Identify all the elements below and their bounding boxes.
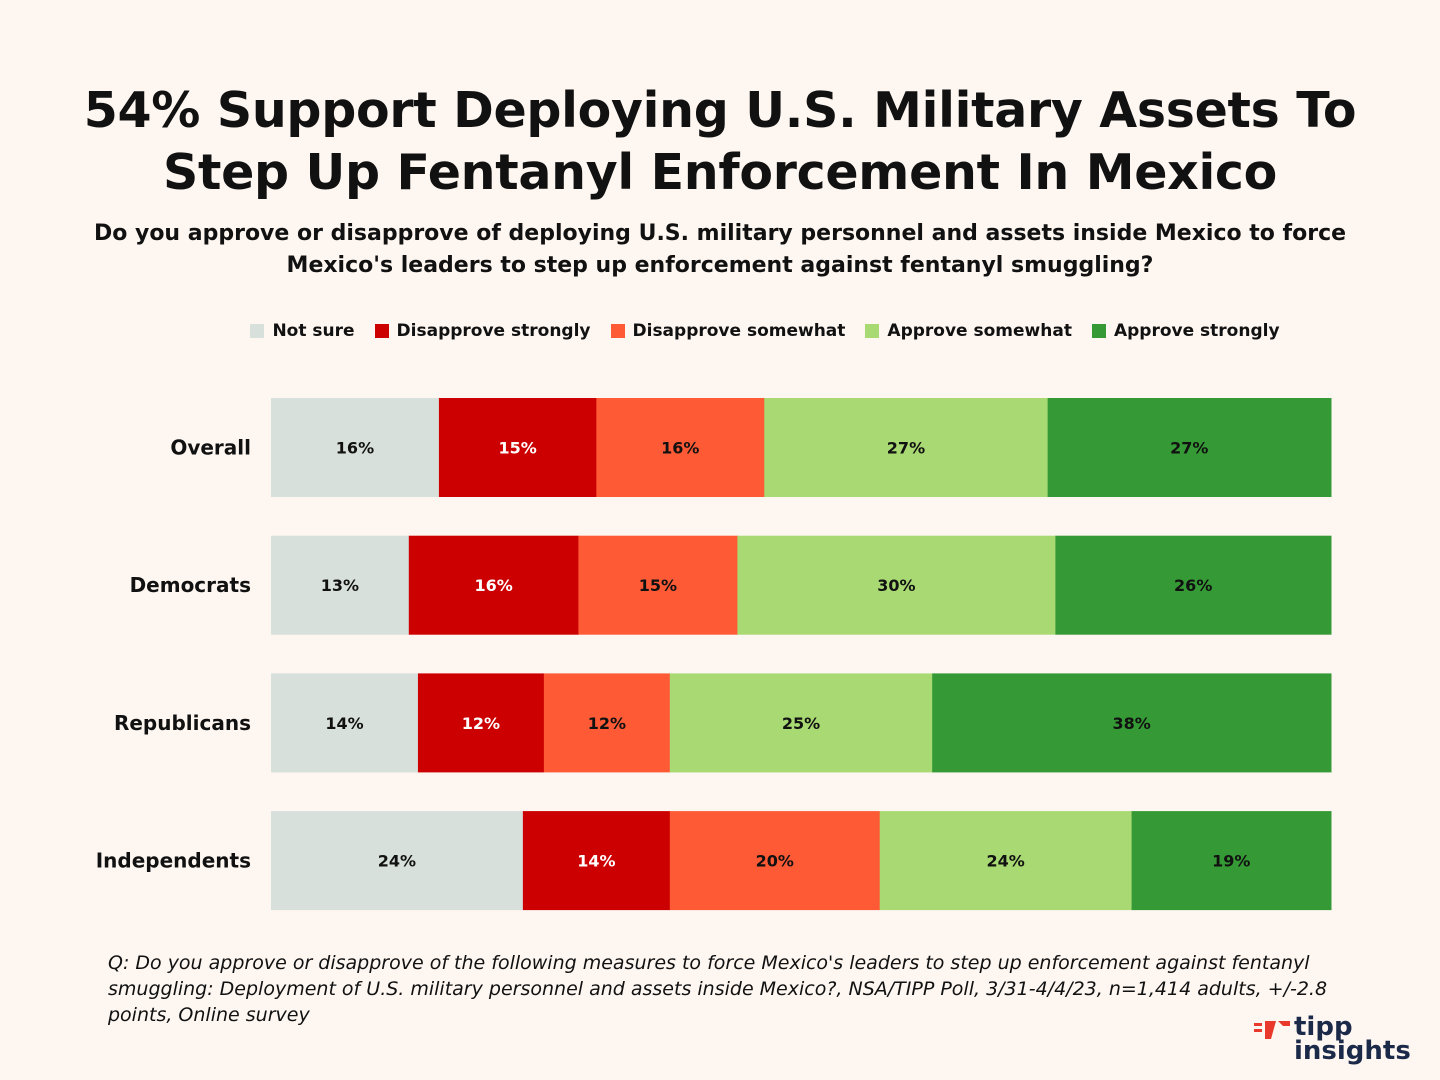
bar-overall-disapprove-somewhat: [596, 398, 765, 497]
legend-swatch: [1091, 324, 1106, 338]
data-label-overall-not-sure: 16%: [336, 439, 374, 458]
legend-swatch: [374, 324, 389, 338]
legend-swatch: [250, 324, 265, 338]
bar-republicans-approve-somewhat: [669, 673, 933, 773]
bar-democrats-approve-strongly: [1055, 535, 1332, 635]
data-label-republicans-not-sure: 14%: [325, 714, 363, 733]
data-label-republicans-disapprove-somewhat: 12%: [588, 714, 626, 733]
bar-independents-approve-somewhat: [879, 811, 1133, 911]
bar-independents-not-sure: [271, 811, 524, 911]
legend-swatch: [610, 324, 625, 338]
stacked-bar-chart: Overall 16% 15% 16% 27% 27% Democrats 13% 16% 15%…: [96, 398, 1332, 911]
legend-item-disapprove-strongly: Disapprove strongly: [374, 321, 591, 341]
data-label-independents-approve-strongly: 19%: [1212, 852, 1250, 871]
data-label-independents-approve-somewhat: 24%: [987, 852, 1025, 871]
category-label-republicans: Republicans: [114, 711, 251, 735]
legend-swatch: [865, 324, 880, 338]
legend-label: Approve somewhat: [887, 321, 1072, 341]
legend-label: Disapprove strongly: [396, 321, 591, 341]
legend-item-disapprove-somewhat: Disapprove somewhat: [610, 321, 846, 341]
data-label-democrats-not-sure: 13%: [321, 576, 359, 595]
chart-subtitle: Do you approve or disapprove of deployin…: [93, 221, 1347, 278]
bar-democrats-not-sure: [271, 535, 410, 635]
footnote: Q: Do you approve or disapprove of the f…: [108, 952, 1328, 1026]
chart-title: 54% Support Deploying U.S. Military Asse…: [83, 82, 1357, 201]
bar-democrats-disapprove-somewhat: [578, 535, 738, 635]
bar-overall-approve-somewhat: [764, 398, 1049, 497]
tipp-insights-logo: tipp insights: [1254, 1013, 1414, 1069]
logo-mark-icon: [1254, 1021, 1290, 1039]
data-label-republicans-approve-strongly: 38%: [1112, 714, 1150, 733]
data-label-overall-disapprove-strongly: 15%: [498, 439, 536, 458]
bar-democrats-approve-somewhat: [737, 535, 1056, 635]
data-label-democrats-disapprove-somewhat: 15%: [639, 576, 677, 595]
data-label-republicans-disapprove-strongly: 12%: [462, 714, 500, 733]
bar-independents-approve-strongly: [1131, 811, 1332, 911]
data-label-democrats-approve-strongly: 26%: [1174, 576, 1212, 595]
bar-republicans-not-sure: [271, 673, 419, 773]
bar-republicans-approve-strongly: [932, 673, 1332, 773]
data-label-republicans-approve-somewhat: 25%: [782, 714, 820, 733]
bar-republicans-disapprove-somewhat: [543, 673, 671, 773]
data-label-democrats-disapprove-strongly: 16%: [474, 576, 512, 595]
bar-independents-disapprove-strongly: [522, 811, 671, 911]
data-label-overall-approve-somewhat: 27%: [887, 439, 925, 458]
category-label-overall: Overall: [170, 436, 251, 460]
bar-republicans-disapprove-strongly: [417, 673, 545, 773]
bar-overall-approve-strongly: [1047, 398, 1332, 497]
category-label-independents: Independents: [96, 849, 251, 873]
data-label-independents-not-sure: 24%: [378, 852, 416, 871]
legend-label: Not sure: [272, 321, 355, 341]
data-label-overall-approve-strongly: 27%: [1170, 439, 1208, 458]
bar-independents-disapprove-somewhat: [669, 811, 881, 911]
data-label-democrats-approve-somewhat: 30%: [877, 576, 915, 595]
data-label-independents-disapprove-strongly: 14%: [577, 852, 615, 871]
category-label-democrats: Democrats: [130, 573, 251, 597]
bar-overall-disapprove-strongly: [438, 398, 597, 497]
data-label-independents-disapprove-somewhat: 20%: [756, 852, 794, 871]
legend-item-approve-strongly: Approve strongly: [1091, 321, 1280, 341]
legend: Not sure Disapprove strongly Disapprove so…: [0, 319, 1440, 343]
logo-text-tipp: tipp: [1294, 1012, 1353, 1042]
legend-label: Disapprove somewhat: [632, 321, 846, 341]
legend-label: Approve strongly: [1113, 321, 1280, 341]
bar-overall-not-sure: [271, 398, 440, 497]
legend-item-not-sure: Not sure: [250, 321, 355, 341]
logo-text-insights: insights: [1294, 1036, 1411, 1066]
legend-item-approve-somewhat: Approve somewhat: [865, 321, 1072, 341]
data-label-overall-disapprove-somewhat: 16%: [661, 439, 699, 458]
bar-democrats-disapprove-strongly: [408, 535, 579, 635]
